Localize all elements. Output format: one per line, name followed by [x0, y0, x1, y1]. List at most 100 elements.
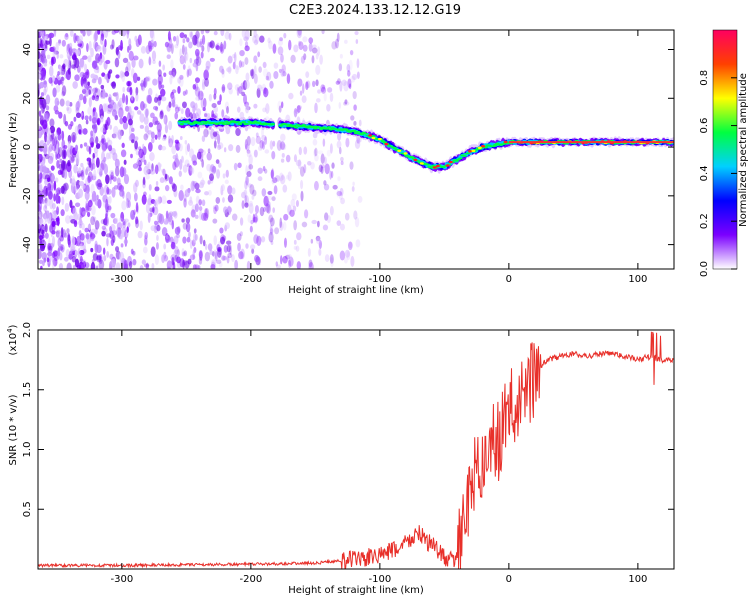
- noise-speckle: [269, 217, 275, 227]
- noise-speckle: [239, 50, 245, 57]
- noise-speckle: [174, 139, 179, 144]
- noise-speckle: [59, 243, 64, 251]
- noise-speckle: [263, 195, 269, 207]
- noise-speckle: [244, 57, 249, 65]
- noise-speckle: [157, 196, 161, 205]
- noise-speckle: [301, 95, 307, 104]
- noise-speckle: [130, 248, 134, 255]
- noise-speckle: [292, 205, 297, 212]
- noise-speckle: [86, 145, 90, 152]
- noise-speckle: [60, 244, 65, 253]
- noise-speckle: [107, 70, 111, 80]
- noise-speckle: [63, 169, 68, 180]
- noise-speckle: [174, 226, 181, 235]
- noise-speckle: [186, 236, 191, 243]
- noise-speckle: [43, 205, 48, 212]
- noise-speckle: [79, 57, 85, 68]
- noise-speckle: [145, 163, 150, 169]
- noise-speckle: [160, 109, 164, 118]
- noise-speckle: [280, 71, 285, 76]
- noise-speckle: [244, 45, 250, 52]
- noise-speckle: [184, 34, 187, 39]
- ridge-cell: [245, 123, 250, 125]
- noise-speckle: [66, 43, 70, 54]
- noise-speckle: [188, 165, 193, 176]
- noise-speckle: [46, 134, 51, 144]
- noise-speckle: [285, 174, 290, 180]
- noise-speckle: [271, 196, 276, 202]
- noise-speckle: [308, 261, 314, 269]
- noise-speckle: [199, 40, 203, 48]
- noise-speckle: [127, 200, 131, 208]
- noise-speckle: [52, 257, 58, 267]
- noise-speckle: [329, 92, 334, 102]
- noise-speckle: [204, 251, 211, 262]
- noise-speckle: [190, 167, 195, 175]
- noise-speckle: [210, 261, 216, 269]
- noise-speckle: [66, 228, 70, 234]
- noise-speckle: [149, 168, 156, 175]
- noise-speckle: [135, 216, 139, 225]
- noise-speckle: [293, 154, 298, 163]
- noise-speckle: [59, 54, 64, 59]
- noise-speckle: [165, 237, 171, 243]
- noise-speckle: [310, 161, 315, 170]
- noise-speckle: [84, 227, 89, 233]
- noise-speckle: [217, 142, 224, 150]
- noise-speckle: [184, 189, 190, 198]
- noise-speckle: [194, 77, 201, 84]
- ridge-cell: [313, 127, 318, 130]
- noise-speckle: [61, 39, 66, 47]
- noise-speckle: [175, 153, 179, 164]
- noise-speckle: [40, 265, 43, 269]
- noise-speckle: [71, 235, 76, 247]
- noise-speckle: [237, 162, 242, 169]
- noise-speckle: [152, 105, 159, 111]
- noise-speckle: [189, 57, 193, 64]
- noise-speckle: [187, 163, 190, 168]
- noise-speckle: [168, 215, 174, 226]
- noise-speckle: [73, 220, 78, 228]
- noise-speckle: [280, 158, 285, 163]
- noise-speckle: [126, 45, 130, 53]
- noise-speckle: [234, 259, 239, 269]
- noise-speckle: [84, 190, 90, 201]
- noise-speckle: [213, 87, 217, 96]
- noise-speckle: [272, 43, 277, 54]
- noise-speckle: [209, 165, 213, 175]
- noise-speckle: [85, 205, 90, 211]
- noise-speckle: [259, 142, 263, 151]
- noise-speckle: [215, 251, 218, 262]
- noise-speckle: [237, 242, 241, 252]
- noise-speckle: [343, 101, 347, 106]
- noise-speckle: [184, 159, 190, 167]
- noise-speckle: [143, 159, 147, 165]
- noise-speckle: [172, 261, 176, 269]
- noise-speckle: [268, 214, 274, 223]
- noise-speckle: [133, 55, 139, 61]
- noise-speckle: [120, 233, 124, 240]
- noise-speckle: [77, 213, 82, 221]
- noise-speckle: [310, 238, 314, 244]
- noise-speckle: [150, 225, 157, 232]
- noise-speckle: [315, 235, 321, 242]
- ridge-cell: [177, 120, 183, 123]
- noise-speckle: [136, 110, 142, 115]
- noise-speckle: [134, 140, 138, 150]
- noise-speckle: [195, 56, 202, 67]
- noise-speckle: [57, 80, 63, 85]
- noise-speckle: [346, 64, 351, 72]
- noise-speckle: [290, 198, 296, 207]
- noise-speckle: [115, 165, 120, 177]
- noise-speckle: [97, 30, 101, 35]
- ridge-cell: [305, 126, 310, 129]
- noise-speckle: [226, 255, 230, 264]
- noise-speckle: [320, 153, 325, 164]
- x-tick-label: -200: [240, 574, 263, 585]
- noise-speckle: [288, 92, 294, 100]
- noise-speckle: [102, 247, 106, 255]
- noise-speckle: [200, 149, 206, 156]
- noise-speckle: [217, 133, 221, 145]
- ridge-cell: [363, 132, 368, 135]
